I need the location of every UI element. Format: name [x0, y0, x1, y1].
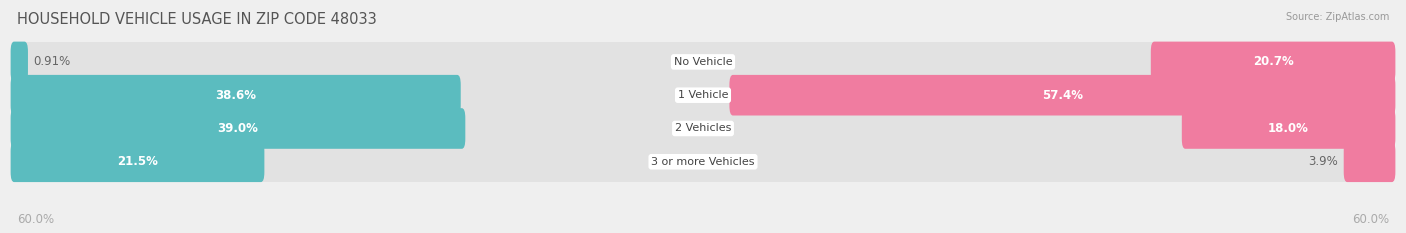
FancyBboxPatch shape [11, 42, 1395, 82]
Text: 20.7%: 20.7% [1253, 55, 1294, 69]
Text: 1 Vehicle: 1 Vehicle [678, 90, 728, 100]
FancyBboxPatch shape [11, 141, 1395, 182]
FancyBboxPatch shape [1152, 42, 1395, 82]
Text: 39.0%: 39.0% [218, 122, 259, 135]
FancyBboxPatch shape [1344, 141, 1395, 182]
Text: 38.6%: 38.6% [215, 89, 256, 102]
FancyBboxPatch shape [11, 75, 1395, 116]
Text: HOUSEHOLD VEHICLE USAGE IN ZIP CODE 48033: HOUSEHOLD VEHICLE USAGE IN ZIP CODE 4803… [17, 12, 377, 27]
FancyBboxPatch shape [11, 75, 461, 116]
Text: 3 or more Vehicles: 3 or more Vehicles [651, 157, 755, 167]
Text: 60.0%: 60.0% [17, 213, 53, 226]
Text: 21.5%: 21.5% [117, 155, 157, 168]
Legend: Owner-occupied, Renter-occupied: Owner-occupied, Renter-occupied [575, 230, 831, 233]
FancyBboxPatch shape [11, 108, 465, 149]
Text: 18.0%: 18.0% [1268, 122, 1309, 135]
Text: 0.91%: 0.91% [34, 55, 70, 69]
Text: 60.0%: 60.0% [1353, 213, 1389, 226]
FancyBboxPatch shape [1182, 108, 1395, 149]
FancyBboxPatch shape [11, 141, 264, 182]
Text: 57.4%: 57.4% [1042, 89, 1083, 102]
FancyBboxPatch shape [730, 75, 1395, 116]
Text: 3.9%: 3.9% [1308, 155, 1339, 168]
Text: No Vehicle: No Vehicle [673, 57, 733, 67]
FancyBboxPatch shape [11, 108, 1395, 149]
Text: 2 Vehicles: 2 Vehicles [675, 123, 731, 134]
FancyBboxPatch shape [11, 42, 28, 82]
Text: Source: ZipAtlas.com: Source: ZipAtlas.com [1285, 12, 1389, 22]
